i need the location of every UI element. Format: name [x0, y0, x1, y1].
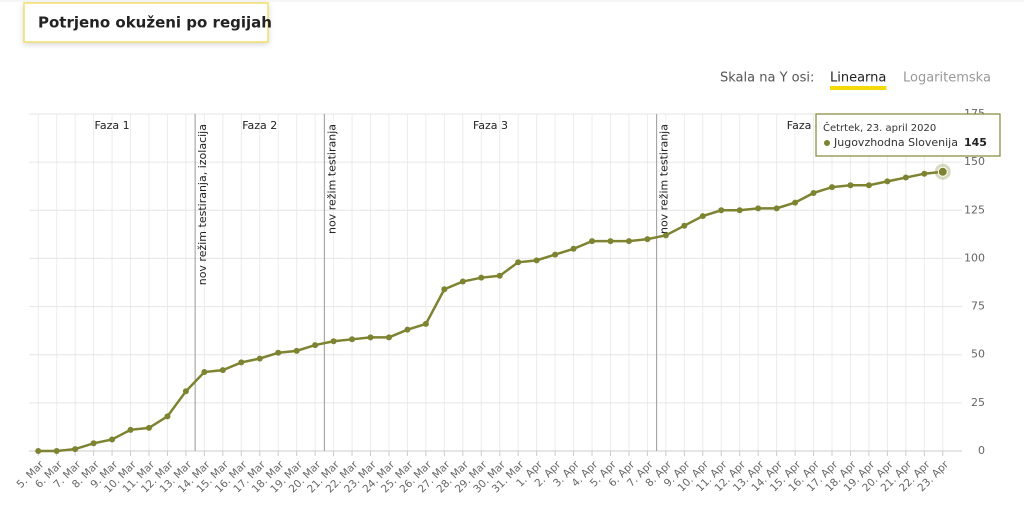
- point: [662, 232, 669, 239]
- y-tick-label: 25: [971, 396, 985, 409]
- point: [312, 342, 319, 349]
- active-underline: [830, 86, 887, 90]
- point: [625, 238, 632, 245]
- tooltip-date: Četrtek, 23. april 2020: [823, 121, 936, 134]
- point: [644, 236, 651, 243]
- point: [72, 446, 79, 453]
- title-box: [23, 2, 269, 43]
- point: [367, 334, 374, 341]
- annotation-label: nov režim testiranja, izolacija: [196, 124, 209, 285]
- tooltip-marker: [824, 140, 830, 146]
- point: [496, 272, 503, 279]
- point: [109, 436, 116, 443]
- tooltip-series: Jugovzhodna Slovenija: [833, 136, 958, 149]
- point: [829, 184, 836, 191]
- y-tick-label: 50: [971, 348, 985, 361]
- point: [90, 440, 97, 447]
- point: [441, 286, 448, 293]
- point: [847, 182, 854, 189]
- point: [736, 207, 743, 214]
- point: [404, 326, 411, 333]
- point: [792, 199, 799, 206]
- point: [681, 222, 688, 229]
- point: [422, 320, 429, 327]
- point: [902, 174, 909, 181]
- point: [385, 334, 392, 341]
- point: [238, 359, 245, 366]
- point: [755, 205, 762, 212]
- point: [478, 274, 485, 281]
- scale-label: Skala na Y osi:: [720, 71, 814, 86]
- point: [533, 257, 540, 264]
- point: [515, 259, 522, 266]
- y-tick-label: 100: [964, 251, 985, 264]
- tooltip-box: [815, 113, 1001, 157]
- scale-option[interactable]: Logaritemska: [903, 71, 991, 86]
- point: [53, 448, 60, 454]
- point: [182, 388, 189, 395]
- hover-point: [937, 166, 948, 177]
- point: [145, 424, 152, 431]
- phase-label: Faza 2: [242, 119, 277, 132]
- point: [607, 238, 614, 245]
- title: Potrjeno okuženi po regijah: [38, 14, 272, 32]
- point: [921, 170, 928, 177]
- phase-label: Faza 4: [787, 119, 822, 132]
- point: [718, 207, 725, 214]
- phase-label: Faza 1: [95, 119, 130, 132]
- point: [552, 251, 559, 258]
- point: [164, 413, 171, 420]
- point: [570, 245, 577, 252]
- y-tick-label: 75: [971, 300, 985, 313]
- point: [275, 349, 282, 356]
- point: [201, 369, 208, 376]
- y-tick-label: 125: [964, 203, 985, 216]
- point: [293, 347, 300, 354]
- point: [865, 182, 872, 189]
- tooltip: Četrtek, 23. april 2020 Jugovzhodna Slove…: [815, 113, 1001, 157]
- scale-option[interactable]: Linearna: [830, 71, 886, 86]
- point: [127, 426, 134, 433]
- annotation-label: nov režim testiranja: [658, 124, 671, 234]
- point: [35, 448, 42, 454]
- point: [699, 213, 706, 220]
- tooltip-value: 145: [964, 136, 987, 149]
- phase-label: Faza 3: [473, 119, 508, 132]
- annotation-label: nov režim testiranja: [325, 124, 338, 234]
- point: [884, 178, 891, 185]
- y-tick-label: 0: [978, 444, 985, 457]
- y-tick-label: 150: [964, 155, 985, 168]
- point: [773, 205, 780, 212]
- point: [589, 238, 596, 245]
- point: [349, 336, 356, 343]
- point: [459, 278, 466, 285]
- series-line: [38, 170, 943, 453]
- point: [810, 189, 817, 196]
- point: [330, 338, 337, 345]
- point: [256, 355, 263, 362]
- point: [219, 367, 226, 374]
